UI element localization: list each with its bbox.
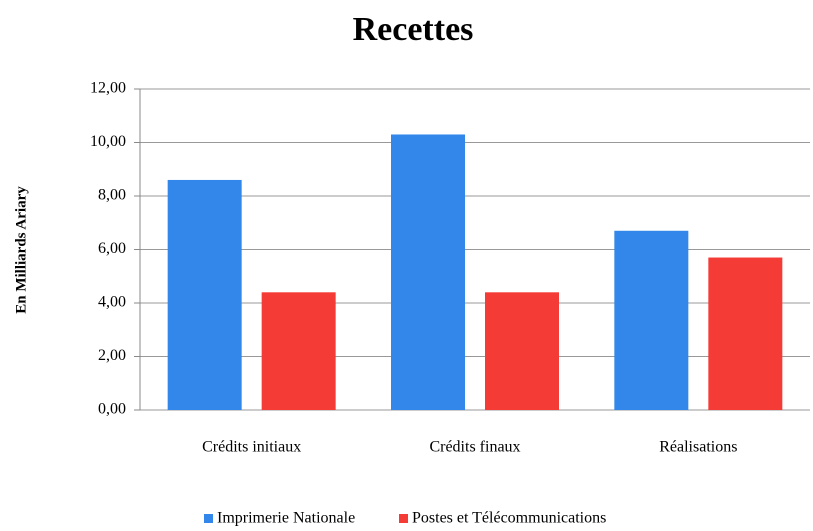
bar — [167, 179, 242, 410]
bar — [391, 134, 465, 410]
bar — [614, 230, 689, 410]
legend-label: Postes et Télécommunications — [412, 510, 606, 527]
legend-label: Imprimerie Nationale — [217, 510, 355, 527]
y-tick-label: 8,00 — [98, 187, 126, 204]
y-axis-label: En Milliards Ariary — [13, 186, 29, 314]
y-tick-label: 0,00 — [98, 401, 126, 418]
x-tick-label: Réalisations — [659, 439, 737, 456]
x-tick-label: Crédits initiaux — [202, 439, 301, 456]
chart-title: Recettes — [353, 11, 474, 48]
y-tick-label: 10,00 — [90, 133, 126, 150]
legend-swatch — [204, 514, 213, 523]
bar — [261, 292, 336, 410]
y-tick-label: 2,00 — [98, 347, 126, 364]
y-tick-label: 6,00 — [98, 240, 126, 257]
legend-swatch — [399, 514, 408, 523]
y-tick-label: 4,00 — [98, 294, 126, 311]
y-tick-label: 12,00 — [90, 80, 126, 97]
bar — [708, 257, 783, 410]
x-tick-label: Crédits finaux — [429, 439, 520, 456]
bar — [485, 292, 559, 410]
